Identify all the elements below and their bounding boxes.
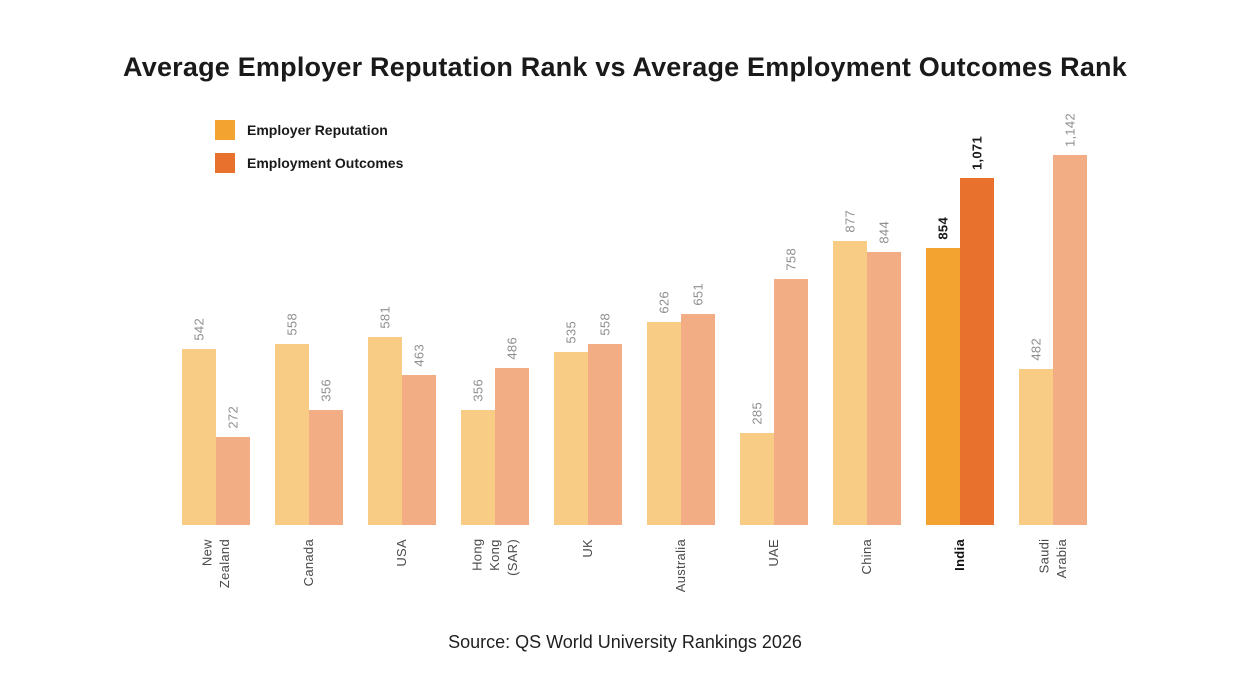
value-label-employer-reputation: 285 [749, 402, 765, 425]
category-label-usa: USA [394, 539, 410, 567]
bar-employer-reputation[interactable] [554, 352, 588, 525]
source-caption: Source: QS World University Rankings 202… [448, 632, 802, 652]
bar-employment-outcomes[interactable] [960, 178, 994, 525]
value-label-employer-reputation: 558 [284, 313, 300, 336]
value-label-employer-reputation: 581 [377, 306, 393, 329]
value-label-employer-reputation: 482 [1028, 338, 1044, 361]
legend-swatch-employment-outcomes [215, 153, 235, 173]
value-label-employment-outcomes: 486 [504, 337, 520, 360]
category-label-uae: UAE [766, 539, 782, 567]
category-label-new-zealand: New Zealand [199, 539, 232, 589]
value-label-employment-outcomes: 1,142 [1062, 112, 1078, 147]
value-label-employment-outcomes: 272 [225, 406, 241, 429]
value-label-employment-outcomes: 1,071 [969, 135, 985, 170]
legend-item-employment-outcomes: Employment Outcomes [215, 153, 403, 173]
category-label-china: China [859, 539, 875, 575]
bar-employer-reputation[interactable] [833, 241, 867, 525]
chart-title: Average Employer Reputation Rank vs Aver… [123, 52, 1127, 82]
legend-item-employer-reputation: Employer Reputation [215, 120, 403, 140]
bar-employer-reputation[interactable] [926, 248, 960, 525]
legend-swatch-employer-reputation [215, 120, 235, 140]
bar-employment-outcomes[interactable] [495, 368, 529, 525]
bar-employer-reputation[interactable] [647, 322, 681, 525]
category-label-hong-kong-sar: Hong Kong (SAR) [469, 539, 520, 576]
value-label-employer-reputation: 877 [842, 210, 858, 233]
value-label-employer-reputation: 535 [563, 321, 579, 344]
category-label-uk: UK [580, 539, 596, 558]
value-label-employer-reputation: 626 [656, 291, 672, 314]
bar-employment-outcomes[interactable] [216, 437, 250, 525]
bar-employer-reputation[interactable] [740, 433, 774, 525]
value-label-employment-outcomes: 758 [783, 248, 799, 271]
value-label-employer-reputation: 356 [470, 379, 486, 402]
category-label-india: India [952, 539, 968, 571]
bar-employment-outcomes[interactable] [402, 375, 436, 525]
bar-employer-reputation[interactable] [275, 344, 309, 525]
bar-employment-outcomes[interactable] [588, 344, 622, 525]
bar-employer-reputation[interactable] [461, 410, 495, 525]
bar-employer-reputation[interactable] [182, 349, 216, 525]
value-label-employment-outcomes: 844 [876, 221, 892, 244]
category-label-australia: Australia [673, 539, 689, 593]
category-label-saudi-arabia: Saudi Arabia [1036, 539, 1069, 579]
value-label-employer-reputation: 854 [935, 217, 951, 240]
bar-employment-outcomes[interactable] [867, 252, 901, 525]
bar-employer-reputation[interactable] [368, 337, 402, 525]
value-label-employment-outcomes: 651 [690, 283, 706, 306]
legend-label-employer-reputation: Employer Reputation [247, 122, 388, 138]
legend-label-employment-outcomes: Employment Outcomes [247, 155, 404, 171]
bar-employer-reputation[interactable] [1019, 369, 1053, 525]
bar-employment-outcomes[interactable] [1053, 155, 1087, 525]
category-label-canada: Canada [301, 539, 317, 587]
value-label-employer-reputation: 542 [191, 318, 207, 341]
bar-employment-outcomes[interactable] [681, 314, 715, 525]
legend: Employer Reputation Employment Outcomes [215, 120, 403, 186]
bar-employment-outcomes[interactable] [309, 410, 343, 525]
value-label-employment-outcomes: 558 [597, 313, 613, 336]
value-label-employment-outcomes: 463 [411, 344, 427, 367]
bar-employment-outcomes[interactable] [774, 279, 808, 525]
value-label-employment-outcomes: 356 [318, 379, 334, 402]
